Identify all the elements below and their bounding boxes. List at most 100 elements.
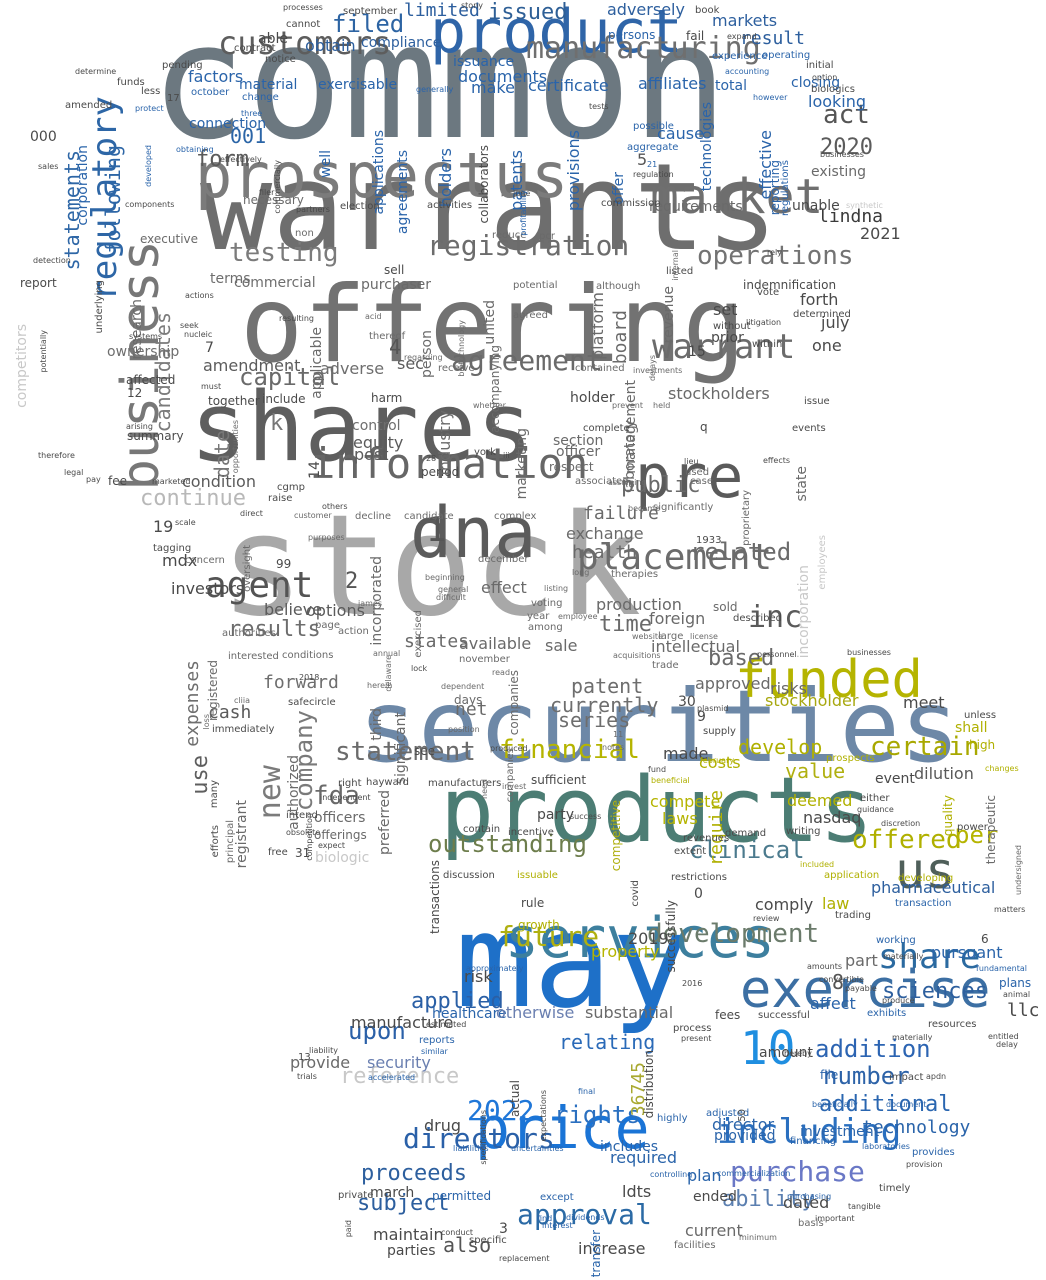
word-share: share	[878, 937, 981, 978]
word-revenues: revenues	[683, 833, 730, 845]
word-number: number	[823, 1061, 910, 1090]
word-maintain: maintain	[373, 1224, 444, 1244]
word-third: third	[369, 708, 385, 741]
word-delays: delays	[648, 355, 657, 382]
word-high: high	[969, 738, 996, 753]
word-adjusted: adjusted	[706, 1108, 750, 1120]
word-pay: pay	[86, 474, 101, 484]
word-persons: persons	[608, 28, 656, 43]
word-highly: highly	[657, 1113, 688, 1125]
word-must: must	[201, 381, 222, 391]
word-property: property	[591, 941, 660, 961]
word-profitability: profitability	[519, 190, 528, 236]
word-q: q	[700, 420, 708, 435]
word-together: together	[208, 394, 260, 409]
word-however: however	[753, 92, 788, 102]
word-distribution: distribution	[642, 1050, 656, 1119]
word-restrictions: restrictions	[671, 872, 727, 884]
word-march: march	[370, 1184, 415, 1201]
word-file: file	[820, 1068, 839, 1083]
word-timely: timely	[879, 1183, 911, 1195]
word-payable: payable	[845, 983, 877, 993]
word-fda: fda	[313, 781, 360, 812]
word-operating: operating	[762, 50, 811, 62]
word-shall: shall	[955, 719, 988, 736]
word-developing: developing	[898, 873, 954, 885]
word-outstanding: outstanding	[428, 829, 587, 858]
word-changes: changes	[985, 763, 1019, 773]
word-book: book	[695, 5, 720, 17]
word-affected: affected	[126, 373, 176, 388]
word-harm: harm	[371, 391, 403, 406]
word-made: made	[663, 743, 709, 763]
word-substantial: substantial	[585, 1002, 674, 1022]
word-less: less	[141, 86, 161, 98]
word-facilities: facilities	[674, 1240, 716, 1252]
word-summary: summary	[127, 429, 184, 444]
word-unable: unable	[792, 197, 840, 214]
word-13: 13	[298, 1052, 311, 1064]
word-form: form	[196, 146, 249, 172]
word-review: review	[753, 913, 780, 923]
word-incorporation: incorporation	[796, 565, 812, 659]
word-significantly: significantly	[653, 502, 714, 514]
word-invest: invest	[502, 781, 527, 791]
word-pursuant: pursuant	[931, 942, 1003, 962]
word-price: price	[475, 1093, 650, 1162]
word-companies: companies	[507, 670, 521, 736]
word-document: document	[886, 1099, 927, 1109]
word-upon: upon	[348, 1016, 406, 1045]
word-success: success	[570, 811, 602, 821]
word-contract: contract	[234, 43, 276, 55]
word-marketing: marketing	[514, 428, 530, 500]
word-reports: reports	[419, 1035, 455, 1047]
word-possible: possible	[633, 121, 674, 133]
word-loss: loss	[202, 714, 211, 730]
word-security: security	[367, 1052, 431, 1072]
word-issuable: issuable	[517, 870, 558, 882]
word-information: information	[310, 439, 589, 489]
word-generally: generally	[416, 84, 454, 94]
word-1: 1	[426, 510, 447, 551]
word-successful: successful	[758, 1010, 810, 1022]
word-production: production	[596, 594, 682, 614]
word-important: important	[815, 1213, 855, 1223]
word-permitted: permitted	[432, 1189, 492, 1204]
word-license: license	[690, 631, 718, 641]
word-customer: customer	[294, 510, 332, 520]
word-financial: financial	[499, 735, 640, 766]
word-june: june	[513, 188, 531, 198]
word-nasdaq: nasdaq	[803, 807, 862, 827]
word-stony: stony	[461, 0, 484, 10]
word-fees: fees	[715, 1008, 741, 1023]
word-2021: 2021	[860, 223, 901, 243]
word-deemed: deemed	[787, 790, 853, 810]
word-dated: dated	[783, 1192, 830, 1212]
word-significant: significant	[393, 712, 409, 785]
word-increase: increase	[578, 1238, 646, 1258]
word-total: total	[715, 77, 748, 94]
word-delaware: delaware	[384, 655, 393, 692]
word-required: required	[610, 1147, 678, 1167]
word-similar: similar	[421, 1046, 448, 1056]
word-animal: animal	[1003, 989, 1031, 999]
word-agreements: agreements	[395, 150, 411, 235]
word-acid: acid	[365, 311, 382, 321]
word-events: events	[792, 423, 826, 435]
word-public: public	[621, 472, 701, 498]
word-manufacture: manufacture	[351, 1012, 454, 1032]
word-rule: rule	[521, 896, 545, 911]
word-exhibits: exhibits	[867, 1008, 907, 1020]
word-party: party	[537, 806, 574, 823]
word-beginning: beginning	[425, 572, 465, 582]
word-50: 50	[737, 1109, 748, 1122]
word-delay: delay	[996, 1039, 1018, 1049]
word-states: states	[404, 631, 470, 653]
word-opportunities: opportunities	[231, 420, 240, 474]
word-compliance: compliance	[361, 34, 442, 51]
word-candidate: candidate	[404, 511, 454, 523]
word-final: final	[578, 1086, 596, 1096]
word-products: products	[440, 757, 874, 863]
word-operations: operations	[697, 241, 854, 272]
word-per: per	[955, 820, 999, 849]
